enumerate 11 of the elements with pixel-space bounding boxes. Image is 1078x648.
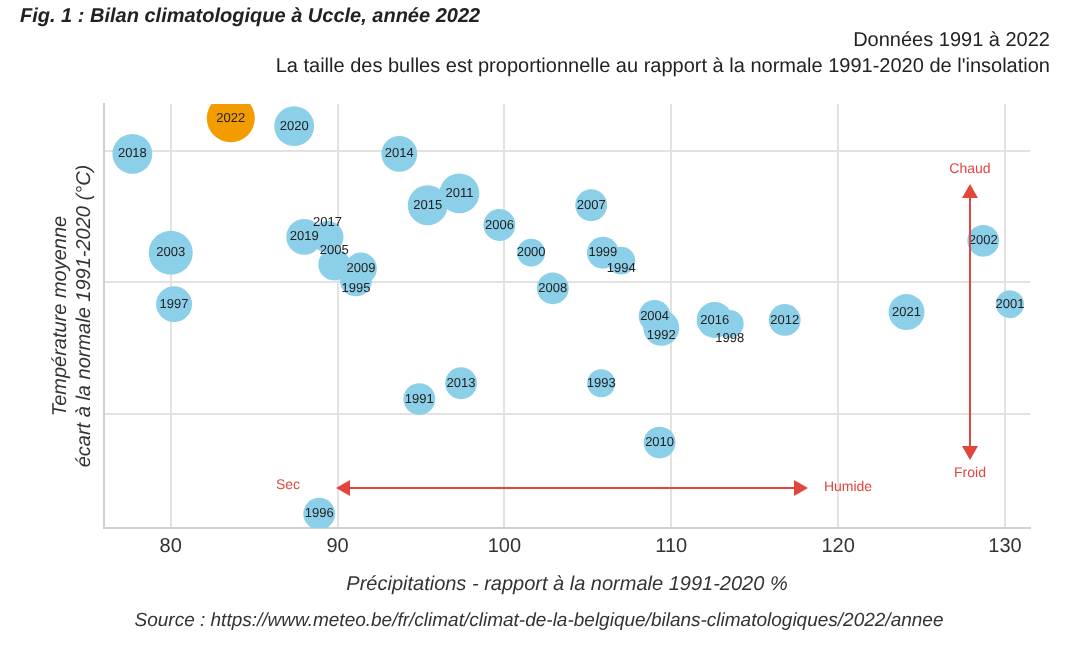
y-axis-title: Température moyenne écart à la normale 1991-2020 (°C) bbox=[49, 164, 96, 468]
x-tick-label: 80 bbox=[159, 535, 183, 558]
x-tick-label: 130 bbox=[988, 535, 1023, 558]
x-tick-label: 100 bbox=[487, 535, 522, 558]
x-axis-title: Précipitations - rapport à la normale 1991-2020 % bbox=[346, 573, 788, 596]
x-tick-label: 110 bbox=[655, 535, 689, 558]
source-note: Source : https://www.meteo.be/fr/climat/climat-de-la-belgique/bilans-climatologiques/2022/annee bbox=[132, 610, 946, 632]
chart-subtitle: Données 1991 à 2022 La taille des bulles est proportionnelle au rapport à la normale 1991-2020 de l'insolation bbox=[275, 28, 1050, 80]
x-tick-label: 90 bbox=[326, 535, 350, 558]
chart-title: Fig. 1 : Bilan climatologique à Uccle, année 2022 bbox=[20, 6, 481, 28]
x-tick-label: 120 bbox=[821, 535, 856, 558]
